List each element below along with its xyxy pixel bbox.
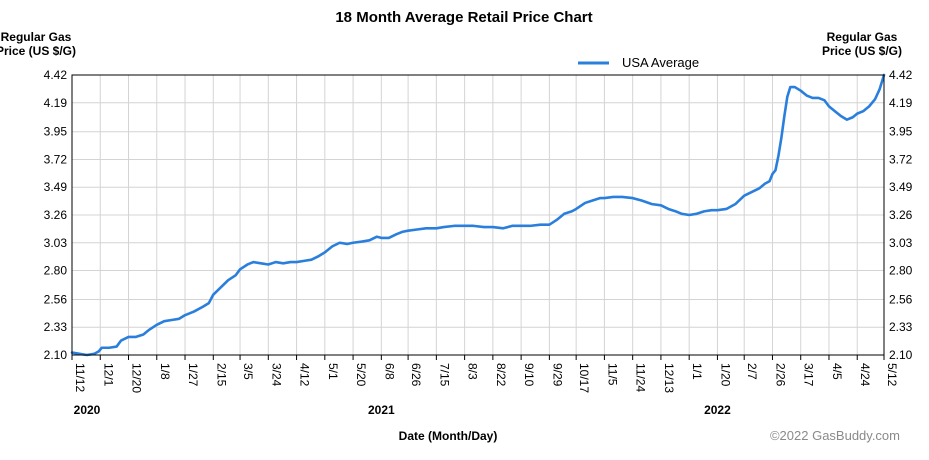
y-tick-label-left: 2.80 (44, 264, 68, 278)
x-tick-label: 12/13 (662, 363, 676, 393)
y-tick-label-right: 2.56 (889, 292, 913, 306)
y-tick-label-right: 4.42 (889, 68, 913, 82)
series (70, 73, 886, 357)
year-label: 2020 (74, 403, 101, 417)
y-tick-label-left: 3.95 (44, 125, 68, 139)
x-tick-label: 5/1 (326, 363, 340, 380)
x-tick-label: 2/7 (745, 363, 759, 380)
y-tick-label-left: 3.49 (44, 180, 68, 194)
x-tick-label: 11/24 (634, 363, 648, 392)
y-tick-label-left: 2.33 (44, 320, 68, 334)
x-tick-label: 6/8 (382, 363, 396, 380)
y-tick-label-left: 3.03 (44, 236, 68, 250)
chart-title: 18 Month Average Retail Price Chart (335, 9, 592, 26)
x-tick-label: 9/10 (522, 363, 536, 387)
x-tick-label: 10/17 (577, 363, 591, 393)
y-tick-label-right: 3.95 (889, 125, 913, 139)
legend: USA Average (578, 55, 699, 70)
right-axis-label-line2: Price (US $/G) (822, 44, 902, 58)
copyright-text: ©2022 GasBuddy.com (770, 428, 900, 443)
y-tick-label-right: 2.80 (889, 264, 913, 278)
left-axis-label-line2: Price (US $/G) (0, 44, 76, 58)
y-tick-label-left: 3.26 (44, 208, 68, 222)
y-tick-label-left: 4.42 (44, 68, 68, 82)
x-tick-label: 12/20 (130, 363, 144, 393)
x-axis-label: Date (Month/Day) (399, 429, 498, 443)
x-tick-label: 6/26 (409, 363, 423, 387)
y-tick-label-right: 2.33 (889, 320, 913, 334)
x-tick-label: 8/3 (466, 363, 480, 380)
y-tick-label-right: 3.03 (889, 236, 913, 250)
left-axis-label-line1: Regular Gas (1, 30, 72, 44)
x-tick-label: 2/15 (214, 363, 228, 387)
y-tick-label-left: 2.10 (44, 348, 68, 362)
y-ticks-right: 4.42 4.19 3.95 3.72 3.49 3.26 3.03 2.80 2.56 2.33… (889, 68, 913, 362)
x-tick-label: 1/20 (718, 363, 732, 387)
series-line-usa-average (70, 73, 886, 357)
x-tick-label: 5/20 (354, 363, 368, 387)
x-tick-label: 4/24 (858, 363, 872, 387)
x-tick-label: 11/12 (73, 363, 87, 392)
x-tick-label: 1/8 (158, 363, 172, 380)
y-tick-label-left: 2.56 (44, 292, 68, 306)
x-tick-label: 12/1 (101, 363, 115, 387)
year-labels: 2020 2021 2022 (74, 403, 731, 417)
x-tick-label: 4/5 (830, 363, 844, 380)
y-ticks-left: 4.42 4.19 3.95 3.72 3.49 3.26 3.03 2.80 2.56 2.33… (44, 68, 68, 362)
x-tick-label: 4/12 (298, 363, 312, 387)
y-tick-label-right: 4.19 (889, 96, 913, 110)
y-tick-label-right: 3.72 (889, 152, 913, 166)
x-tick-label: 1/1 (690, 363, 704, 380)
x-tick-label: 1/27 (186, 363, 200, 387)
x-ticks: 11/12 12/1 12/20 1/8 1/27 2/15 3/5 3/24 4/12 5/1 5… (71, 355, 899, 393)
y-tick-label-left: 3.72 (44, 152, 68, 166)
grid (72, 75, 884, 355)
year-label: 2021 (368, 403, 395, 417)
x-tick-label: 7/15 (437, 363, 451, 387)
y-tick-label-left: 4.19 (44, 96, 68, 110)
plot-area-border (71, 74, 885, 356)
right-axis-label-line1: Regular Gas (827, 30, 898, 44)
x-tick-label: 8/22 (494, 363, 508, 387)
y-tick-label-right: 3.26 (889, 208, 913, 222)
x-tick-label: 5/12 (885, 363, 899, 387)
y-tick-label-right: 2.10 (889, 348, 913, 362)
x-tick-label: 3/17 (802, 363, 816, 387)
x-tick-label: 3/24 (269, 363, 283, 387)
x-tick-label: 3/5 (241, 363, 255, 380)
year-label: 2022 (704, 403, 731, 417)
x-tick-label: 9/29 (550, 363, 564, 387)
x-tick-label: 2/26 (773, 363, 787, 387)
x-tick-label: 11/5 (605, 363, 619, 386)
legend-label-usa-average: USA Average (622, 55, 699, 70)
y-tick-label-right: 3.49 (889, 180, 913, 194)
